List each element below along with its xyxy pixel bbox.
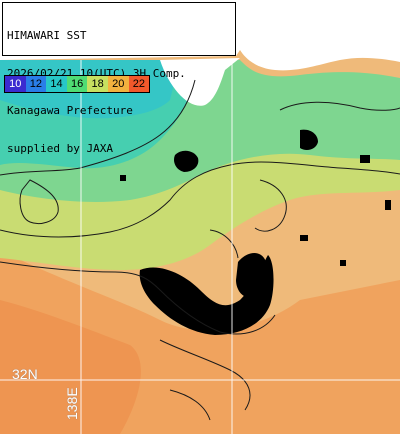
mid-water-band — [0, 153, 400, 270]
scale-cell-20: 20 — [107, 76, 129, 92]
title-box: HIMAWARI SST 2026/02/21 10(UTC) 3H Comp.… — [2, 2, 236, 154]
contour-line-2 — [0, 161, 400, 238]
contour-line-7 — [159, 339, 251, 411]
scale-cell-10: 10 — [5, 76, 26, 92]
temperature-color-scale: 10 12 14 16 18 20 22 — [4, 75, 151, 93]
scale-cell-12: 12 — [25, 76, 47, 92]
contour-line-9 — [279, 101, 400, 111]
scale-cell-16: 16 — [66, 76, 88, 92]
cloud-speck-3 — [300, 235, 308, 241]
title-line: supplied by JAXA — [7, 141, 113, 155]
cloud-speck-1 — [360, 155, 370, 163]
contour-line-8 — [169, 389, 211, 421]
hot-water-southwest — [0, 300, 141, 434]
scale-cell-14: 14 — [46, 76, 67, 92]
cloud-mask-north — [174, 150, 199, 172]
cloud-mask-east — [236, 253, 267, 297]
contour-line-3 — [0, 261, 276, 335]
cloud-mask-northeast — [300, 129, 318, 150]
title-line: HIMAWARI SST — [7, 29, 87, 42]
cloud-speck-4 — [340, 260, 346, 266]
title-line: Kanagawa Prefecture — [7, 104, 133, 117]
cloud-mask-large — [139, 255, 274, 335]
contour-line-5 — [254, 179, 287, 232]
land-bay-shore — [160, 58, 240, 106]
contour-line-4 — [19, 179, 59, 225]
longitude-label: 138E — [64, 387, 80, 420]
cloud-speck-5 — [120, 175, 126, 181]
scale-cell-22: 22 — [128, 76, 150, 92]
scale-cell-18: 18 — [87, 76, 108, 92]
contour-line-1 — [0, 79, 196, 176]
sst-contours — [0, 79, 400, 421]
graticule — [0, 60, 400, 434]
cloud-speck-2 — [385, 200, 391, 210]
contour-line-6 — [209, 229, 239, 259]
latitude-label: 32N — [12, 366, 38, 382]
